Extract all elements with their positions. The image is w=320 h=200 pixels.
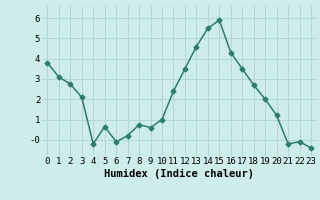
X-axis label: Humidex (Indice chaleur): Humidex (Indice chaleur) bbox=[104, 169, 254, 179]
